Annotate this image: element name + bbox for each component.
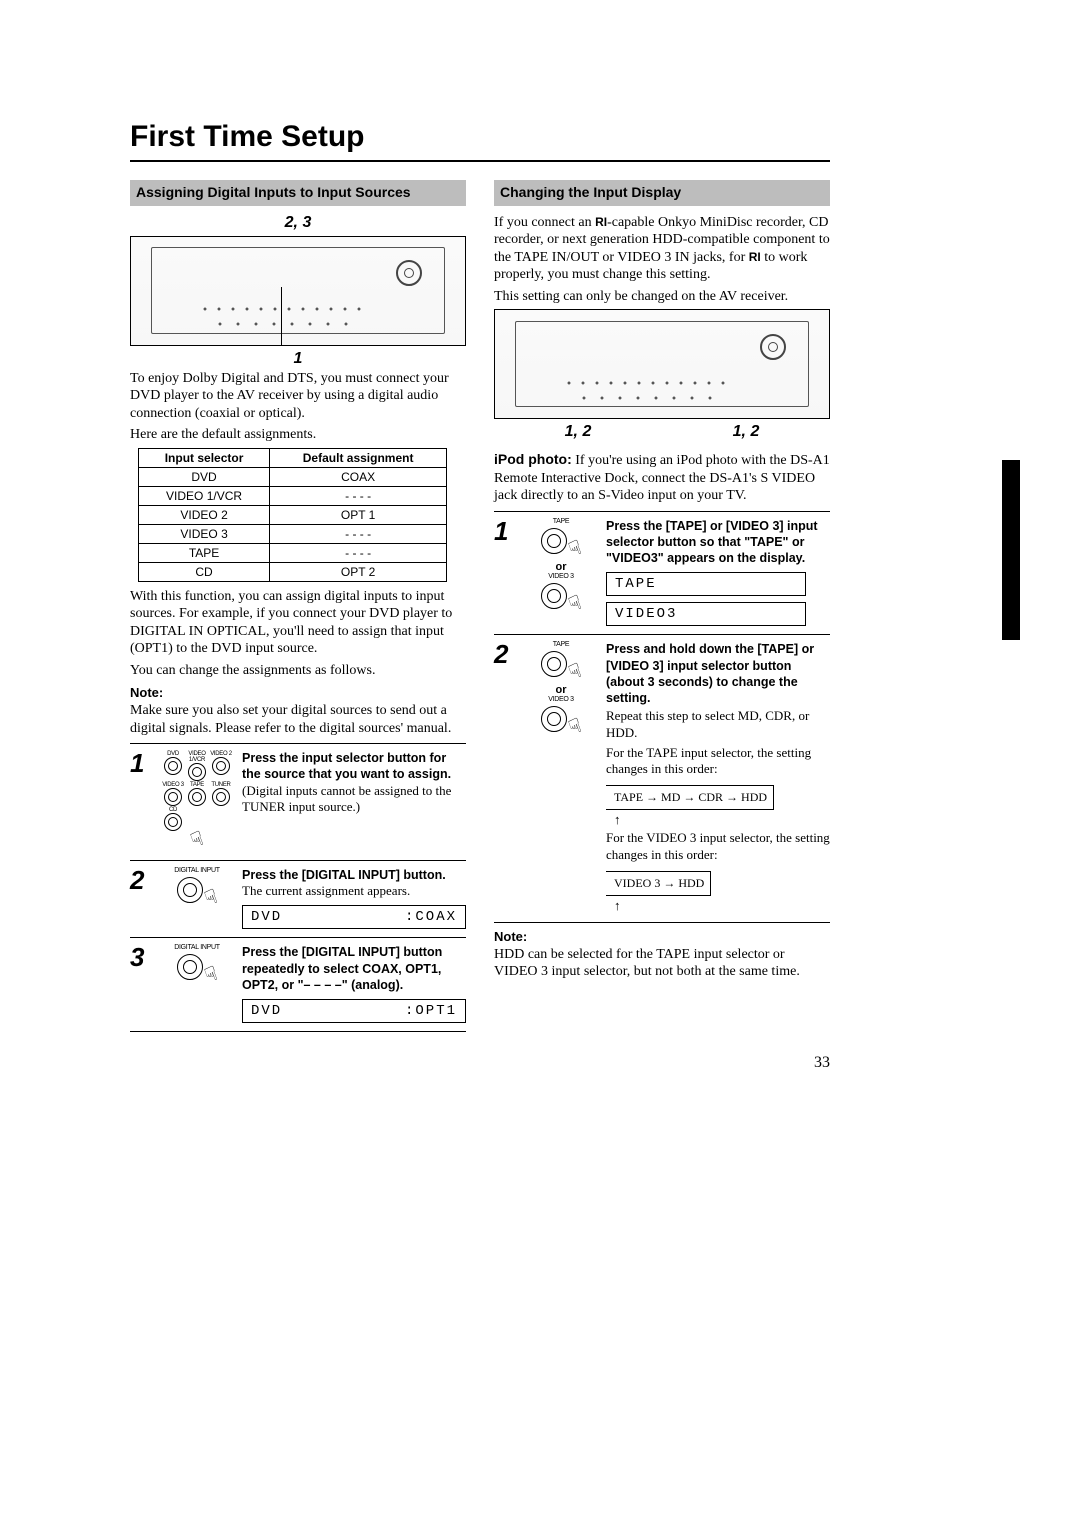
hand-pointer-icon: ☟ bbox=[201, 961, 221, 989]
step-body: (Digital inputs cannot be assigned to th… bbox=[242, 783, 451, 814]
left-step-2: 2 DIGITAL INPUT ☟ Press the [DIGITAL INP… bbox=[130, 860, 466, 937]
step-number: 1 bbox=[130, 750, 152, 852]
lcd-display: TAPE bbox=[606, 572, 806, 596]
step-bold: Press the [TAPE] or [VIDEO 3] input sele… bbox=[606, 518, 830, 567]
two-column-layout: Assigning Digital Inputs to Input Source… bbox=[130, 180, 830, 1032]
right-section-heading: Changing the Input Display bbox=[494, 180, 830, 206]
left-after-table-2: You can change the assignments as follow… bbox=[130, 662, 466, 680]
cycle-return-arrow-icon: ↑ bbox=[614, 898, 830, 914]
step-body: For the VIDEO 3 input selector, the sett… bbox=[606, 830, 830, 863]
lcd-display: VIDEO3 bbox=[606, 602, 806, 626]
left-note-body: Make sure you also set your digital sour… bbox=[130, 702, 466, 737]
left-section-heading: Assigning Digital Inputs to Input Source… bbox=[130, 180, 466, 206]
receiver-diagram-icon bbox=[494, 309, 830, 419]
device-callout-bottom: 1 bbox=[130, 350, 466, 368]
right-note-body: HDD can be selected for the TAPE input s… bbox=[494, 946, 830, 981]
th-input: Input selector bbox=[139, 448, 270, 467]
step-bold: Press the input selector button for the … bbox=[242, 750, 466, 783]
side-tab-marker bbox=[1002, 460, 1020, 640]
title-rule bbox=[130, 160, 830, 162]
step-number: 3 bbox=[130, 944, 152, 1023]
right-intro-2: This setting can only be changed on the … bbox=[494, 288, 830, 306]
step-bold: Press the [DIGITAL INPUT] button. bbox=[242, 867, 466, 883]
left-intro-2: Here are the default assignments. bbox=[130, 426, 466, 444]
left-step-3: 3 DIGITAL INPUT ☟ Press the [DIGITAL INP… bbox=[130, 937, 466, 1032]
th-default: Default assignment bbox=[270, 448, 447, 467]
tape-video3-buttons-icon: TAPE ☟ or VIDEO 3 ☟ bbox=[526, 641, 596, 914]
step-bold: Press the [DIGITAL INPUT] button repeate… bbox=[242, 944, 466, 993]
digital-input-button-icon: DIGITAL INPUT ☟ bbox=[162, 944, 232, 1023]
assignment-table: Input selector Default assignment DVDCOA… bbox=[138, 448, 447, 582]
right-column: Changing the Input Display If you connec… bbox=[494, 180, 830, 1032]
input-selector-knob-grid-icon: DVD VIDEO 1/VCR VIDEO 2 VIDEO 3 TAPE TUN… bbox=[162, 750, 232, 852]
receiver-diagram-icon bbox=[130, 236, 466, 346]
step-body: Repeat this step to select MD, CDR, or H… bbox=[606, 708, 830, 741]
table-row: VIDEO 3- - - - bbox=[139, 524, 447, 543]
step-number: 2 bbox=[130, 867, 152, 929]
left-after-table-1: With this function, you can assign digit… bbox=[130, 588, 466, 658]
page-title: First Time Setup bbox=[130, 120, 830, 154]
step-number: 1 bbox=[494, 518, 516, 627]
tape-video3-buttons-icon: TAPE ☟ or VIDEO 3 ☟ bbox=[526, 518, 596, 627]
step-bold: Press and hold down the [TAPE] or [VIDEO… bbox=[606, 641, 830, 706]
table-row: TAPE- - - - bbox=[139, 543, 447, 562]
right-step-1: 1 TAPE ☟ or VIDEO 3 ☟ Press the [TAPE] o… bbox=[494, 511, 830, 635]
page-number: 33 bbox=[814, 1054, 830, 1072]
right-intro-1: If you connect an RI-capable Onkyo MiniD… bbox=[494, 214, 830, 284]
ipod-photo-note: iPod photo: If you're using an iPod phot… bbox=[494, 451, 830, 505]
right-steps: 1 TAPE ☟ or VIDEO 3 ☟ Press the [TAPE] o… bbox=[494, 511, 830, 923]
hand-pointer-icon: ☟ bbox=[201, 884, 221, 912]
hand-pointer-icon: ☟ bbox=[565, 589, 585, 617]
hand-pointer-icon: ☟ bbox=[565, 534, 585, 562]
lcd-display: DVD :COAX bbox=[242, 905, 466, 929]
left-intro-1: To enjoy Dolby Digital and DTS, you must… bbox=[130, 370, 466, 423]
ri-icon: RI bbox=[749, 250, 761, 264]
table-row: VIDEO 1/VCR- - - - bbox=[139, 486, 447, 505]
hand-pointer-icon: ☟ bbox=[565, 658, 585, 686]
left-step-1: 1 DVD VIDEO 1/VCR VIDEO 2 VIDEO 3 TAPE T… bbox=[130, 743, 466, 860]
hand-pointer-icon: ☟ bbox=[565, 713, 585, 741]
left-column: Assigning Digital Inputs to Input Source… bbox=[130, 180, 466, 1032]
table-row: DVDCOAX bbox=[139, 467, 447, 486]
step-body: For the TAPE input selector, the setting… bbox=[606, 745, 830, 778]
device-callout-top: 2, 3 bbox=[130, 214, 466, 232]
left-note-label: Note: bbox=[130, 685, 466, 700]
device-callout-row: 1, 2 1, 2 bbox=[494, 423, 830, 441]
right-note-label: Note: bbox=[494, 929, 830, 944]
left-steps: 1 DVD VIDEO 1/VCR VIDEO 2 VIDEO 3 TAPE T… bbox=[130, 743, 466, 1032]
page-content: First Time Setup Assigning Digital Input… bbox=[130, 120, 830, 1032]
cycle-return-arrow-icon: ↑ bbox=[614, 812, 830, 828]
cycle-diagram: TAPE → MD → CDR → HDD bbox=[606, 785, 774, 810]
lcd-display: DVD :OPT1 bbox=[242, 999, 466, 1023]
step-number: 2 bbox=[494, 641, 516, 914]
table-row: CDOPT 2 bbox=[139, 562, 447, 581]
right-step-2: 2 TAPE ☟ or VIDEO 3 ☟ Press and hold dow… bbox=[494, 634, 830, 923]
table-row: VIDEO 2OPT 1 bbox=[139, 505, 447, 524]
cycle-diagram: VIDEO 3 → HDD bbox=[606, 871, 711, 896]
ri-icon: RI bbox=[595, 215, 607, 229]
digital-input-button-icon: DIGITAL INPUT ☟ bbox=[162, 867, 232, 929]
step-body: The current assignment appears. bbox=[242, 883, 410, 898]
